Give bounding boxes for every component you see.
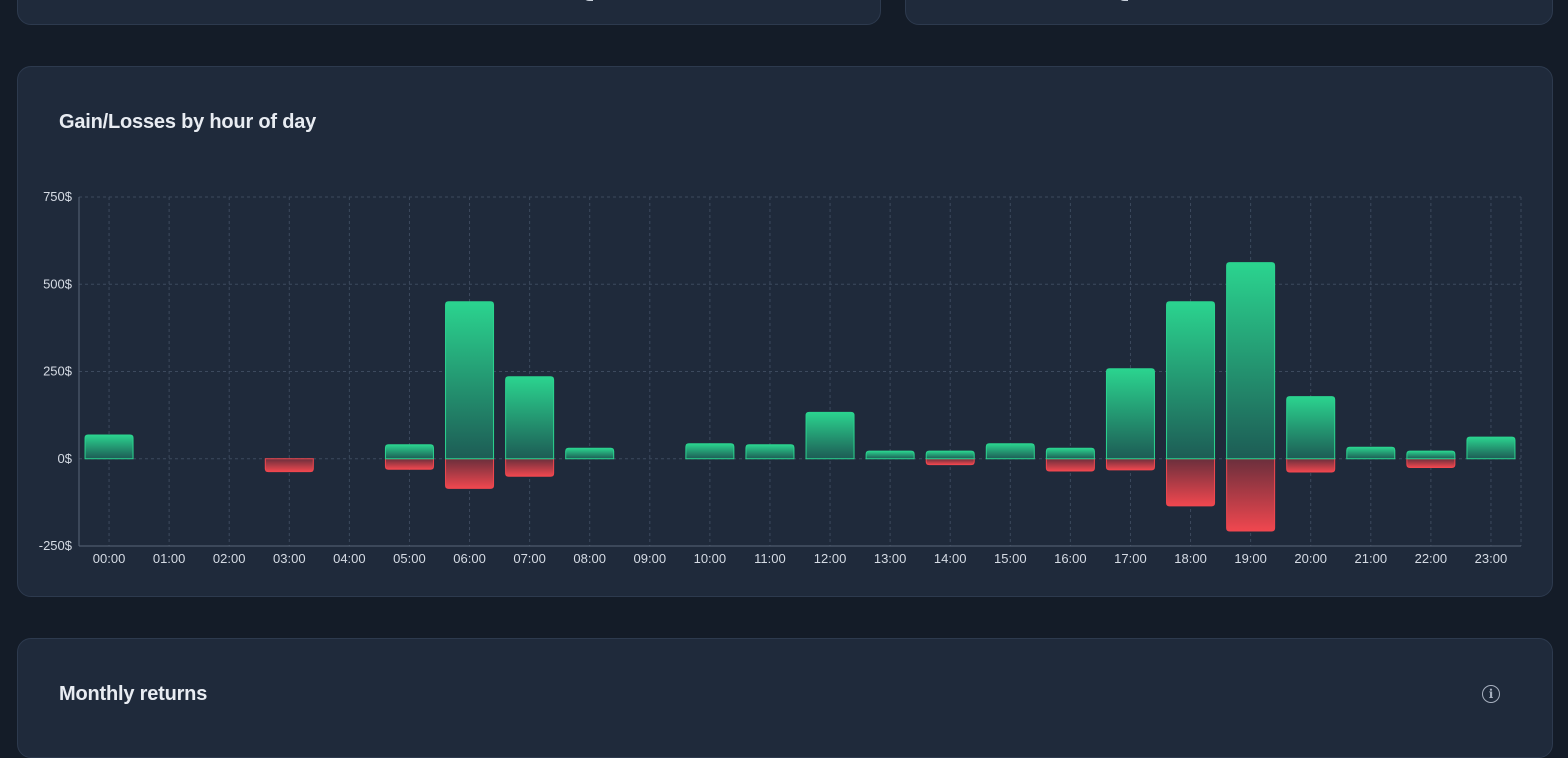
- gain-bar: [865, 450, 915, 460]
- loss-bar: [505, 458, 555, 477]
- x-tick-label: 13:00: [874, 551, 907, 566]
- gain-bar: [1466, 436, 1516, 460]
- loss-bar: [1406, 458, 1456, 468]
- gain-bar: [1286, 396, 1336, 460]
- loss-bar: [1226, 458, 1276, 532]
- card-title: Gain/Losses by hour of day: [59, 111, 317, 133]
- x-tick-label: 09:00: [634, 551, 667, 566]
- x-tick-label: 02:00: [213, 551, 246, 566]
- gain-bar: [1226, 262, 1276, 460]
- gain-bar: [1045, 447, 1095, 460]
- x-tick-label: 15:00: [994, 551, 1027, 566]
- chart-axes: -250$ 0$ 250$ 500$ 750$ 00:00 01:00 02:00 03:00 0…: [39, 189, 1521, 566]
- x-tick-label: 01:00: [153, 551, 186, 566]
- x-tick-label: 23:00: [1475, 551, 1508, 566]
- gain-bar: [505, 376, 555, 460]
- x-tick-label: 18:00: [1174, 551, 1207, 566]
- info-icon[interactable]: i: [1482, 685, 1500, 703]
- gain-bar: [84, 434, 134, 460]
- x-tick-label: 17:00: [1114, 551, 1147, 566]
- monthly-returns-card: Monthly returns i: [17, 638, 1553, 758]
- gain-bar: [1406, 450, 1456, 460]
- gain-bar: [805, 411, 855, 460]
- partial-text-glyph: [583, 0, 593, 1]
- card-title: Monthly returns: [59, 683, 208, 705]
- x-tick-label: 14:00: [934, 551, 967, 566]
- gain-bar: [565, 447, 615, 460]
- loss-bar: [1045, 458, 1095, 472]
- x-tick-label: 10:00: [694, 551, 727, 566]
- x-tick-label: 22:00: [1415, 551, 1448, 566]
- gain-bar: [1105, 368, 1155, 460]
- gain-bar: [1346, 446, 1396, 460]
- y-tick-label: 250$: [43, 364, 73, 379]
- x-tick-label: 11:00: [754, 551, 786, 566]
- y-tick-label: 500$: [43, 276, 73, 291]
- loss-bar: [1286, 458, 1336, 473]
- gain-bar: [384, 444, 434, 460]
- loss-bar: [1166, 458, 1216, 507]
- x-tick-label: 12:00: [814, 551, 847, 566]
- gain-bar: [685, 443, 735, 460]
- loss-bar: [264, 458, 314, 473]
- loss-bar: [445, 458, 495, 489]
- summary-card-right: [905, 0, 1553, 25]
- x-tick-label: 21:00: [1355, 551, 1388, 566]
- partial-text-glyph: [1118, 0, 1128, 1]
- loss-bar: [1105, 458, 1155, 471]
- x-tick-label: 20:00: [1294, 551, 1327, 566]
- y-tick-label: 750$: [43, 189, 73, 204]
- loss-bar: [384, 458, 434, 470]
- chart-grid: [79, 196, 1522, 546]
- y-tick-label: 0$: [58, 451, 73, 466]
- hourly-gain-loss-card: Gain/Losses by hour of day -250$ 0$ 250$ 50…: [17, 66, 1553, 597]
- x-tick-label: 06:00: [453, 551, 486, 566]
- x-tick-label: 03:00: [273, 551, 306, 566]
- x-tick-label: 08:00: [573, 551, 606, 566]
- summary-card-left: [17, 0, 881, 25]
- x-tick-label: 04:00: [333, 551, 366, 566]
- x-tick-label: 16:00: [1054, 551, 1087, 566]
- x-tick-label: 19:00: [1234, 551, 1267, 566]
- gain-bar: [745, 444, 795, 460]
- chart-bars: [84, 262, 1516, 532]
- x-tick-label: 00:00: [93, 551, 126, 566]
- x-tick-label: 05:00: [393, 551, 426, 566]
- gain-bar: [925, 450, 975, 460]
- hourly-bar-chart: -250$ 0$ 250$ 500$ 750$ 00:00 01:00 02:00 03:00 0…: [39, 189, 1522, 566]
- x-tick-label: 07:00: [513, 551, 546, 566]
- gain-bar: [985, 443, 1035, 460]
- gain-bar: [1166, 301, 1216, 460]
- loss-bar: [925, 458, 975, 466]
- y-tick-label: -250$: [39, 538, 73, 553]
- gain-bar: [445, 301, 495, 460]
